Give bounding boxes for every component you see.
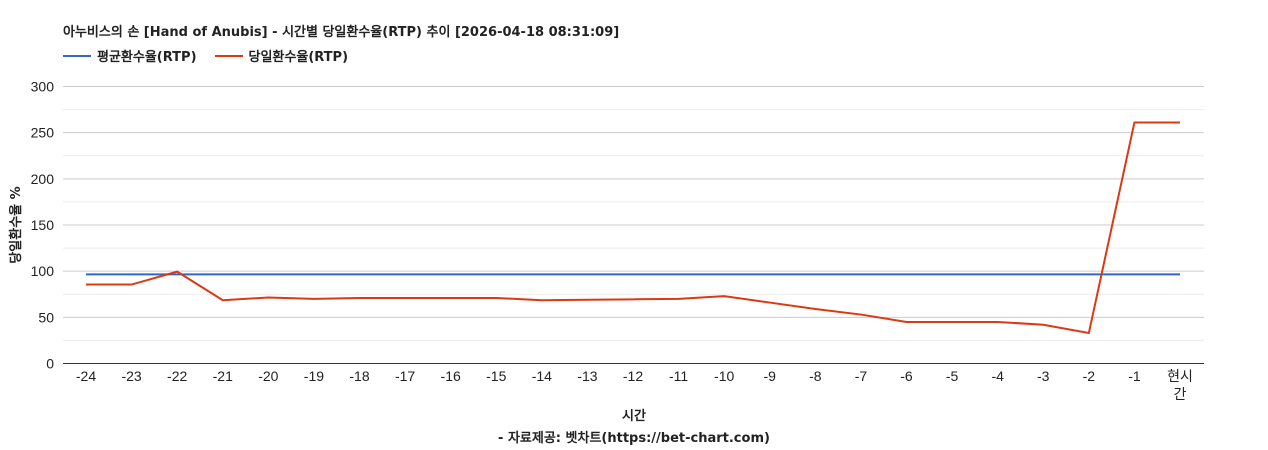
x-tick-label: -2 [1083,368,1096,384]
x-tick-label: -17 [395,368,415,384]
y-tick-label: 150 [31,217,55,233]
y-tick-label: 200 [31,171,55,187]
x-tick-label: -10 [714,368,734,384]
x-tick-label: -1 [1128,368,1141,384]
legend-label: 평균환수율(RTP) [97,50,197,65]
legend-label: 당일환수율(RTP) [248,50,349,65]
x-tick-label: -24 [76,368,96,384]
y-axis-title: 당일환수율 % [8,186,24,263]
y-tick-label: 300 [31,79,55,95]
x-tick-label: -7 [855,368,868,384]
x-tick-label: 간 [1174,386,1187,402]
y-tick-label: 100 [31,263,55,279]
legend-item-avg-rtp[interactable]: 평균환수율(RTP) [63,46,197,65]
x-tick-label: -11 [669,368,688,384]
x-tick-label: 현시 [1167,368,1193,384]
y-tick-label: 250 [31,125,55,141]
x-tick-label: -14 [532,368,552,384]
x-axis-title: 시간 [622,408,646,424]
x-tick-label: -21 [213,368,233,384]
y-tick-label: 0 [46,356,54,372]
x-tick-label: -12 [623,368,643,384]
chart-title: 아누비스의 손 [Hand of Anubis] - 시간별 당일환수율(RTP… [63,25,620,40]
daily-rtp-line[interactable] [86,121,1180,335]
legend-item-daily-rtp[interactable]: 당일환수율(RTP) [214,46,349,65]
x-tick-label: -22 [167,368,187,384]
legend-swatch-blue [63,54,91,57]
x-tick-label: -23 [121,368,141,384]
x-tick-label: -20 [258,368,278,384]
x-tick-label: -4 [991,368,1004,384]
x-tick-label: -9 [764,368,777,384]
x-tick-label: -15 [486,368,506,384]
x-tick-label: -19 [304,368,324,384]
x-tick-label: -8 [809,368,822,384]
legend-swatch-red [214,54,243,57]
x-tick-label: -18 [349,368,369,384]
x-tick-label: -13 [577,368,597,384]
x-tick-label: -16 [441,368,461,384]
x-tick-label: -6 [900,368,913,384]
legend: 평균환수율(RTP) 당일환수율(RTP) [63,46,348,65]
y-tick-label: 50 [38,309,54,325]
x-tick-label: -3 [1037,368,1050,384]
source-credit: - 자료제공: 벳차트(https://bet-chart.com) [498,430,770,446]
x-tick-label: -5 [946,368,959,384]
